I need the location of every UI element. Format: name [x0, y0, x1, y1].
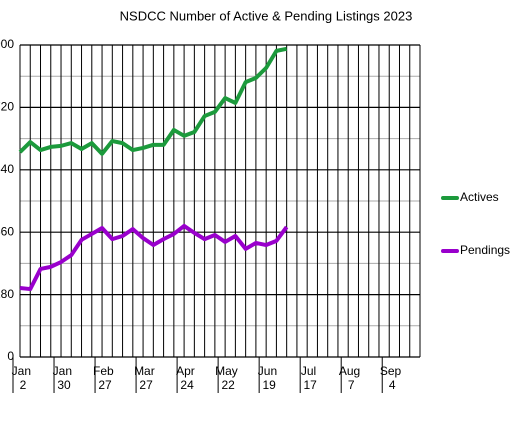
y-tick-label: 540	[0, 162, 14, 176]
x-tick-label: Mar 27	[134, 364, 158, 392]
legend-label: Pendings	[460, 243, 510, 257]
y-tick-label: 360	[0, 224, 14, 238]
legend-label: Actives	[460, 190, 499, 204]
x-tick-label: Feb 27	[93, 364, 117, 392]
x-tick-label: Aug 7	[339, 364, 364, 392]
y-tick-label: 900	[0, 37, 14, 51]
x-tick-label: Jan 2	[12, 364, 35, 392]
x-tick-label: Apr 24	[176, 364, 198, 392]
series-line	[19, 223, 289, 292]
y-tick-label: 0	[7, 349, 14, 363]
x-tick-label: May 22	[215, 364, 241, 392]
x-tick-label: Jun 19	[258, 364, 281, 392]
x-tick-label: Jul 17	[301, 364, 320, 392]
chart-title: NSDCC Number of Active & Pending Listing…	[120, 8, 413, 23]
series-line	[18, 46, 288, 156]
x-tick-label: Jan 30	[53, 364, 76, 392]
y-tick-label: 720	[0, 100, 14, 114]
y-tick-label: 180	[0, 287, 14, 301]
x-tick-label: Sep 4	[380, 364, 405, 392]
